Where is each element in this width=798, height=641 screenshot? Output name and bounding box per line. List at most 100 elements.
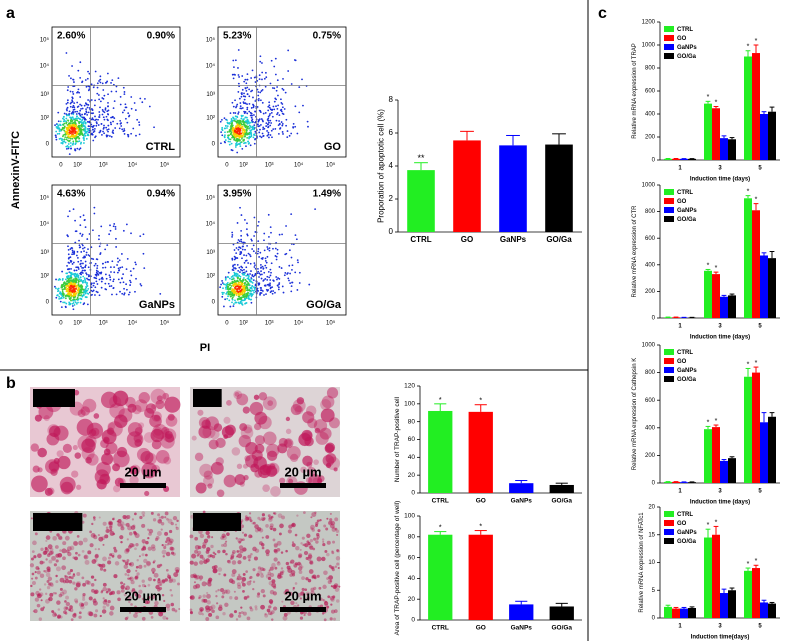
flow-event	[62, 284, 64, 286]
stain-spot	[148, 584, 151, 587]
stain-spot	[210, 554, 213, 557]
flow-event	[243, 286, 245, 288]
flow-event	[220, 142, 222, 144]
flow-event	[279, 266, 281, 268]
flow-event	[248, 95, 250, 97]
bar	[704, 104, 712, 160]
flow-event	[119, 120, 121, 122]
legend-swatch	[664, 44, 674, 50]
stain-spot	[113, 547, 116, 550]
flow-event	[70, 91, 72, 93]
flow-event	[269, 282, 271, 284]
flow-event	[85, 290, 87, 292]
flow-event	[65, 285, 67, 287]
flow-event	[69, 136, 71, 138]
flow-event	[95, 263, 97, 265]
stain-spot	[32, 550, 35, 553]
flow-event	[70, 288, 72, 290]
flow-event	[106, 119, 108, 121]
flow-event	[257, 250, 259, 252]
flow-event	[81, 129, 83, 131]
flow-event	[230, 128, 232, 130]
flow-event	[269, 107, 271, 109]
significance-mark: *	[747, 361, 750, 368]
flow-event	[108, 233, 110, 235]
flow-event	[85, 79, 87, 81]
flow-event	[86, 112, 88, 114]
flow-event	[86, 278, 88, 280]
flow-event	[246, 126, 248, 128]
flow-event	[247, 93, 249, 95]
stain-spot	[237, 538, 242, 543]
flow-event	[85, 254, 87, 256]
flow-event	[117, 77, 119, 79]
flow-event	[270, 232, 272, 234]
flow-event	[115, 246, 117, 248]
flow-event	[241, 75, 243, 77]
stain-spot	[171, 603, 175, 607]
flow-event	[141, 101, 143, 103]
flow-event	[296, 289, 298, 291]
flow-event	[268, 116, 270, 118]
stain-spot	[35, 577, 38, 580]
flow-event	[227, 123, 229, 125]
flow-event	[241, 292, 243, 294]
flow-event	[80, 265, 82, 267]
legend-label: GaNPs	[677, 208, 697, 214]
flow-event	[284, 274, 286, 276]
flow-x-tick-label: 10²	[73, 321, 82, 327]
flow-event	[234, 259, 236, 261]
flow-x-tick-label: 10⁴	[294, 162, 304, 169]
flow-event	[279, 128, 281, 130]
flow-event	[247, 235, 249, 237]
flow-event	[55, 297, 57, 299]
stain-spot	[73, 445, 78, 450]
stain-spot	[39, 588, 41, 590]
stain-spot	[31, 578, 33, 580]
legend-label: CTRL	[677, 27, 693, 33]
quadrant-value: 5.23%	[223, 31, 251, 42]
stain-spot	[117, 554, 121, 558]
stain-spot	[316, 432, 329, 445]
stain-spot	[148, 577, 152, 581]
flow-event	[72, 120, 74, 122]
stain-spot	[171, 551, 174, 554]
stain-spot	[104, 449, 111, 456]
stain-spot	[101, 591, 104, 594]
flow-event	[238, 123, 240, 125]
stain-spot	[110, 606, 115, 611]
flow-event	[65, 282, 67, 284]
flow-event	[230, 126, 232, 128]
flow-event	[262, 258, 264, 260]
significance-mark: *	[755, 38, 758, 45]
flow-event	[114, 127, 116, 129]
flow-event	[264, 78, 266, 80]
stain-spot	[49, 426, 61, 438]
flow-event	[87, 248, 89, 250]
flow-event	[238, 283, 240, 285]
stain-spot	[93, 599, 97, 603]
stain-spot	[207, 582, 211, 586]
flow-event	[91, 83, 93, 85]
stain-spot	[35, 597, 39, 601]
flow-event	[243, 139, 245, 141]
legend-swatch	[664, 349, 674, 355]
stain-spot	[161, 528, 163, 530]
flow-event	[233, 66, 235, 68]
stain-spot	[222, 550, 226, 554]
flow-event	[291, 269, 293, 271]
flow-event	[221, 119, 223, 121]
flow-event	[81, 298, 83, 300]
stain-spot	[281, 551, 283, 553]
stain-spot	[75, 452, 81, 458]
flow-event	[221, 280, 223, 282]
flow-event	[66, 115, 68, 117]
stain-spot	[236, 578, 239, 581]
flow-event	[242, 246, 244, 248]
flow-event	[79, 112, 81, 114]
flow-event	[94, 99, 96, 101]
y-tick-label: 400	[645, 262, 656, 268]
legend-label: GO/Ga	[677, 539, 697, 545]
stain-spot	[33, 466, 40, 473]
flow-event	[289, 273, 291, 275]
